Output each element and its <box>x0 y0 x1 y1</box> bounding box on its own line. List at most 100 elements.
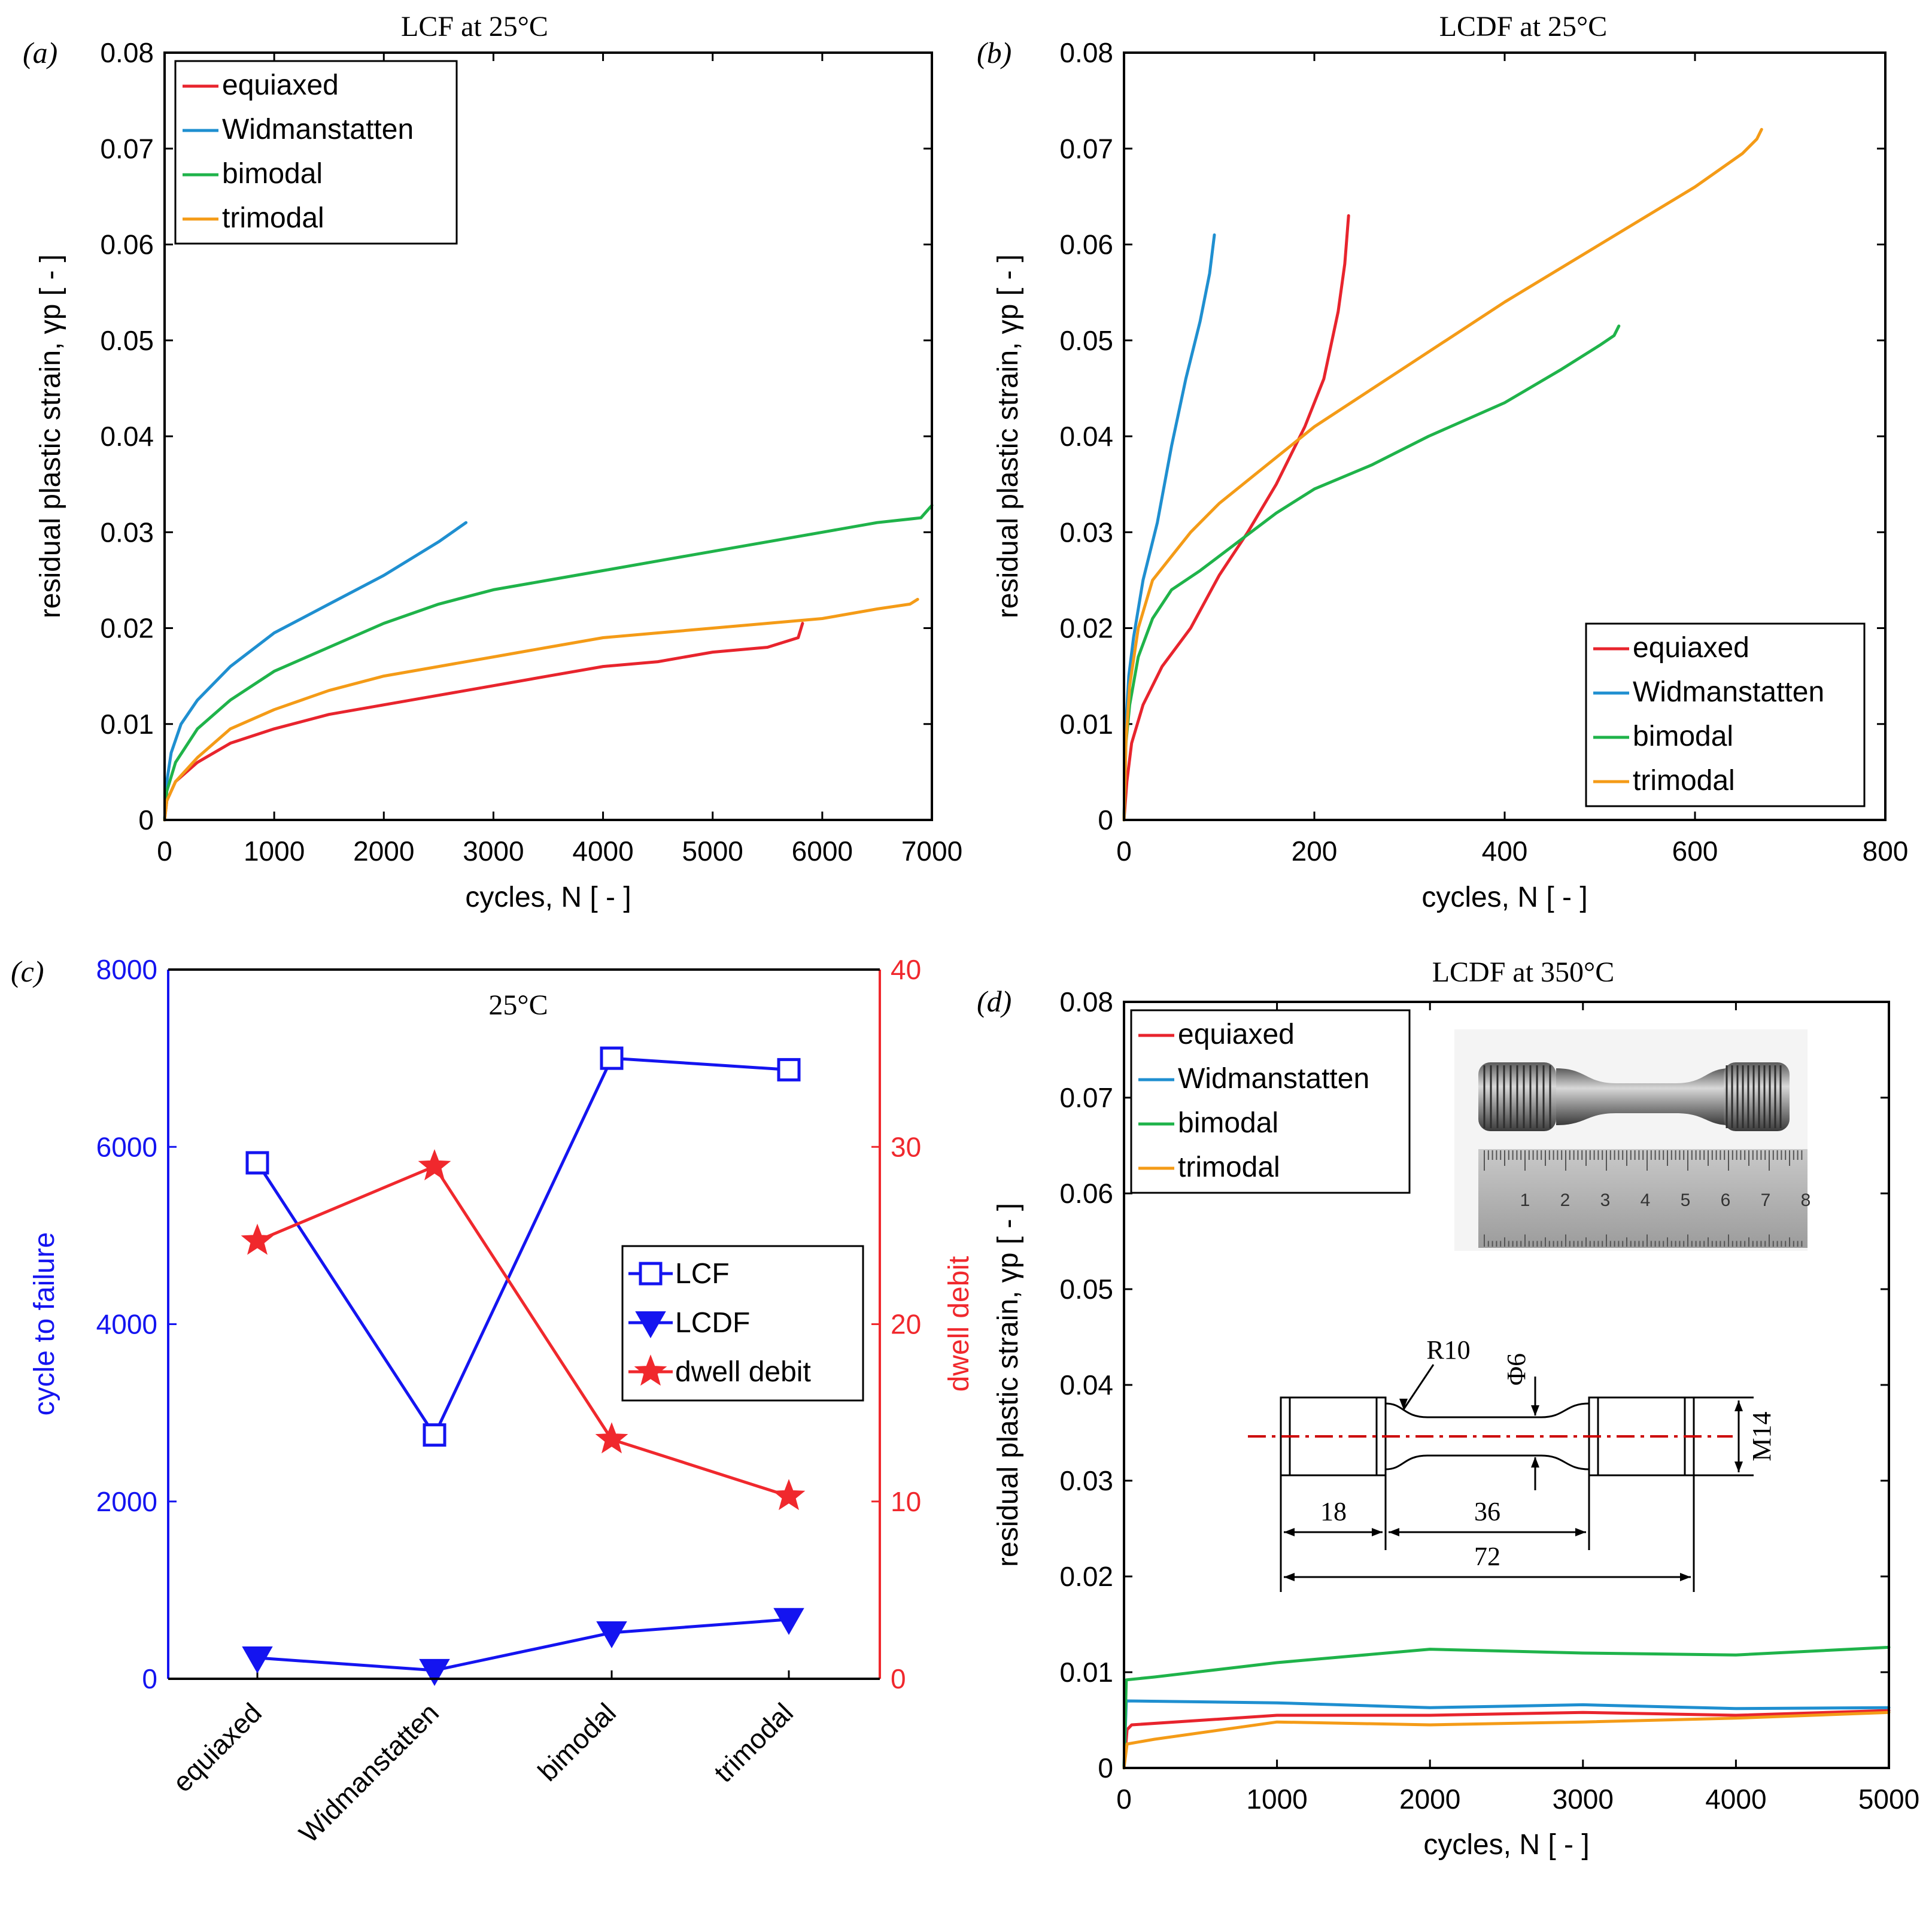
panel-d-series-bimodal <box>1122 1645 1891 1770</box>
ruler-number: 4 <box>1641 1190 1651 1210</box>
panel-b-legend-label: equiaxed <box>1633 632 1749 664</box>
panel-a-legend-label: Widmanstatten <box>222 114 414 145</box>
panel-c-marker-lcdf <box>773 1608 804 1635</box>
panel-b-ytick-label: 0 <box>1098 804 1113 836</box>
dimension-arrowhead <box>1734 1462 1743 1472</box>
panel-d-axes-frame <box>1123 1001 1890 1769</box>
drawing-label-r10: R10 <box>1426 1335 1470 1365</box>
panel-a-xtick-label: 6000 <box>792 836 853 867</box>
panel-c-ytick-label-right: 10 <box>891 1486 921 1517</box>
panel-a-series-widmanstatten <box>163 521 468 822</box>
panel-c-xtick-label: Widmanstatten <box>293 1697 445 1849</box>
panel-b-legend: equiaxed Widmanstatten bimodal trimodal <box>1585 622 1866 807</box>
ruler-number: 2 <box>1560 1190 1570 1210</box>
dimension-arrowhead <box>1531 1405 1539 1416</box>
panel-a-ytick-label: 0.03 <box>100 517 154 548</box>
panel-b-title: LCDF at 25°C <box>1439 11 1608 42</box>
panel-b-ytick-label: 0.05 <box>1059 325 1113 356</box>
panel-c-marker-lcdf <box>596 1621 627 1648</box>
panel-c-xtick-label: equiaxed <box>166 1697 268 1798</box>
panel-b-series-widmanstatten <box>1122 233 1216 822</box>
drawing-label-phi6: Φ6 <box>1502 1353 1531 1386</box>
panel-d-legend-label: equiaxed <box>1178 1019 1295 1050</box>
panel-b-xtick-label: 800 <box>1863 836 1909 867</box>
panel-c-legend-label: LCF <box>675 1258 730 1290</box>
panel-c-marker-dwell-debit <box>418 1149 451 1181</box>
panel-c-ytick-label-right: 0 <box>891 1663 906 1694</box>
panel-a-xtick-label: 2000 <box>353 836 414 867</box>
panel-b-ytick-label: 0.07 <box>1059 133 1113 164</box>
dimension-arrowhead <box>1284 1528 1295 1536</box>
ruler-number: 3 <box>1600 1190 1611 1210</box>
panel-d-ytick-label: 0.05 <box>1059 1274 1113 1305</box>
panel-c-marker-lcf <box>423 1423 446 1447</box>
panel-c-cycles-dwell: (c) 25°C 0 2000 4000 6000 8000 0 10 20 30 40 equia… <box>11 954 975 1849</box>
panel-c-legend-marker <box>639 1262 663 1286</box>
panel-a-ytick-label: 0.04 <box>100 421 154 452</box>
panel-d-ytick-label: 0.03 <box>1059 1465 1113 1496</box>
ruler-number: 7 <box>1761 1190 1771 1210</box>
panel-a-legend-label: equiaxed <box>222 69 339 101</box>
panel-d-xtick-label: 1000 <box>1246 1784 1307 1815</box>
drawing-arrowheads <box>1284 1399 1743 1581</box>
panel-a-title: LCF at 25°C <box>401 11 548 42</box>
panel-c-ytick-label-left: 2000 <box>96 1486 157 1517</box>
panel-d-xlabel: cycles, N [ - ] <box>1423 1829 1589 1861</box>
panel-b-series-equiaxed <box>1122 214 1350 822</box>
ruler-number: 8 <box>1801 1190 1811 1210</box>
ruler-number: 6 <box>1721 1190 1731 1210</box>
panel-b-label: (b) <box>977 36 1011 69</box>
panel-c-title: 25°C <box>488 989 548 1021</box>
panel-a-ytick-label: 0 <box>138 804 154 836</box>
panel-a-xtick-label: 1000 <box>244 836 305 867</box>
panel-d-ytick-label: 0.01 <box>1059 1657 1113 1688</box>
panel-a-ylabel: residual plastic strain, γp [ - ] <box>35 254 66 618</box>
panel-c-xtick-label: bimodal <box>531 1697 622 1787</box>
panel-d-ytick-label: 0.07 <box>1059 1082 1113 1113</box>
panel-a-xtick-label: 3000 <box>463 836 524 867</box>
panel-a-series-equiaxed <box>163 622 804 822</box>
panel-a-legend-label: bimodal <box>222 158 323 190</box>
panel-a-ytick-label: 0.01 <box>100 709 154 740</box>
panel-c-marker-dwell-debit <box>241 1223 274 1255</box>
dimension-arrowhead <box>1284 1573 1295 1581</box>
panel-b-lcdf-25c: (b) LCDF at 25°C 0 200 400 600 800 0 0.01 0.02 0… <box>977 11 1908 913</box>
panel-c-marker-lcf <box>600 1046 624 1070</box>
panel-d-ylabel: residual plastic strain, γp [ - ] <box>992 1203 1024 1567</box>
panel-c-legend-label: LCDF <box>675 1307 750 1339</box>
panel-c-series-dwell-debit <box>256 1165 791 1498</box>
panel-a-axes-frame <box>163 51 933 821</box>
panel-a-series-bimodal <box>163 503 934 822</box>
ruler-numbers: 1 2 3 4 5 6 7 8 <box>1520 1190 1811 1210</box>
panel-c-legend-marker <box>635 1311 666 1339</box>
panel-d-series-equiaxed <box>1122 1709 1891 1770</box>
panel-b-xtick-label: 200 <box>1292 836 1338 867</box>
panel-c-ytick-label-right: 40 <box>891 954 921 985</box>
panel-b-ytick-label: 0.04 <box>1059 421 1113 452</box>
panel-d-xtick-label: 4000 <box>1705 1784 1766 1815</box>
panel-b-ytick-label: 0.01 <box>1059 709 1113 740</box>
panel-b-xtick-label: 0 <box>1116 836 1132 867</box>
panel-b-legend-label: bimodal <box>1633 721 1733 752</box>
panel-b-ytick-label: 0.08 <box>1059 37 1113 68</box>
dimension-arrowhead <box>1389 1528 1399 1536</box>
panel-c-xtick-label: trimodal <box>708 1697 799 1788</box>
panel-a-ytick-label: 0.08 <box>100 37 154 68</box>
ruler-number: 5 <box>1681 1190 1691 1210</box>
panel-c-marker-lcf <box>245 1151 269 1175</box>
panel-d-legend-label: Widmanstatten <box>1178 1063 1369 1095</box>
panel-d-label: (d) <box>977 985 1011 1018</box>
panel-c-ytick-label-left: 0 <box>142 1663 157 1694</box>
panel-b-xlabel: cycles, N [ - ] <box>1421 882 1587 913</box>
panel-b-ylabel: residual plastic strain, γp [ - ] <box>992 254 1024 618</box>
drawing-gauge-bottom <box>1385 1454 1590 1471</box>
panel-d-legend-box <box>1130 1009 1411 1194</box>
drawing-r10-leader <box>1402 1364 1435 1410</box>
panel-a-xtick-label: 0 <box>157 836 172 867</box>
panel-d-title: LCDF at 350°C <box>1432 956 1615 988</box>
panel-a-xtick-label: 7000 <box>901 836 962 867</box>
panel-d-ytick-label: 0 <box>1098 1752 1113 1784</box>
panel-c-ytick-label-right: 30 <box>891 1131 921 1162</box>
ruler-number: 1 <box>1520 1190 1530 1210</box>
